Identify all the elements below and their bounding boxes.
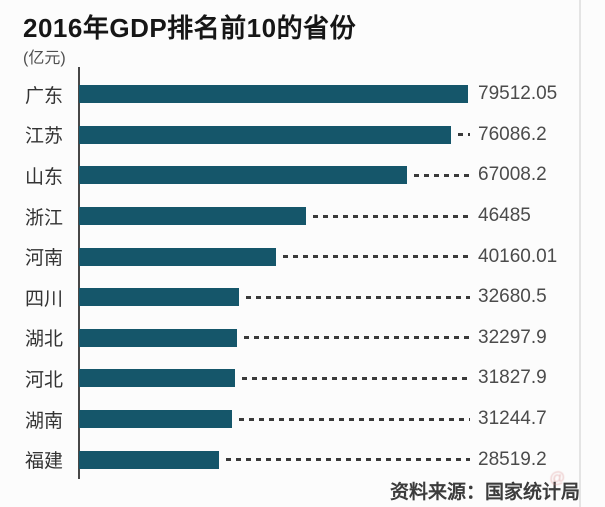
bar-row: 福建 28519.2 [0,439,605,480]
bar-track [79,328,470,347]
province-label: 四川 [24,288,63,310]
value-label: 79512.05 [478,83,558,105]
province-label: 浙江 [24,207,63,229]
bar-track [79,450,470,469]
dashed-connector [241,376,470,380]
dashed-connector [282,255,470,259]
value-label: 31827.9 [478,367,547,389]
gdp-bar [79,410,232,429]
bar-row: 四川 32680.5 [0,277,605,318]
gdp-bar [79,247,276,266]
province-label: 湖北 [24,329,63,351]
gdp-bar [79,328,237,347]
gdp-bar [79,125,452,144]
value-label: 32297.9 [478,326,547,348]
bar-row: 湖北 32297.9 [0,318,605,359]
bar-chart: 广东 79512.05 江苏 76086.2 山东 67008.2 浙江 46485 河南 401… [0,67,605,480]
bar-row: 浙江 46485 [0,196,605,237]
bar-rows: 广东 79512.05 江苏 76086.2 山东 67008.2 浙江 46485 河南 401… [0,74,605,480]
right-edge-divider [579,0,581,507]
bar-row: 河北 31827.9 [0,358,605,399]
dashed-connector [458,133,470,137]
bar-track [79,247,470,266]
dashed-connector [313,214,470,218]
gdp-bar [79,288,239,307]
gdp-bar [79,450,219,469]
dashed-connector [238,417,470,421]
province-label: 江苏 [24,126,63,148]
value-label: 32680.5 [478,286,547,308]
bar-track [79,166,470,185]
gdp-bar [79,207,307,226]
y-axis-line [78,67,80,479]
value-label: 31244.7 [478,408,547,430]
gdp-bar [79,369,235,388]
value-label: 46485 [478,205,531,227]
province-label: 河南 [24,248,63,270]
bar-row: 河南 40160.01 [0,236,605,277]
bar-row: 山东 67008.2 [0,155,605,196]
province-label: 湖南 [24,410,63,432]
gdp-bar [79,85,468,104]
bar-track [79,125,470,144]
value-label: 67008.2 [478,164,547,186]
value-label: 40160.01 [478,245,558,267]
dashed-connector [413,173,470,177]
bar-row: 湖南 31244.7 [0,399,605,440]
value-label: 28519.2 [478,448,547,470]
province-label: 河北 [24,369,63,391]
bar-track [79,288,470,307]
province-label: 山东 [24,166,63,188]
province-label: 广东 [24,85,63,107]
value-label: 76086.2 [478,123,547,145]
bar-track [79,369,470,388]
bar-track [79,85,470,104]
dashed-connector [244,336,470,340]
gdp-bar [79,166,407,185]
source-label: 资料来源：国家统计局 [389,482,580,503]
unit-label: (亿元) [23,50,66,67]
bar-row: 广东 79512.05 [0,74,605,115]
page-title: 2016年GDP排名前10的省份 [23,13,357,43]
bar-track [79,207,470,226]
bar-track [79,410,470,429]
dashed-connector [245,295,470,299]
dashed-connector [225,458,470,462]
bar-row: 江苏 76086.2 [0,115,605,156]
province-label: 福建 [24,451,63,473]
